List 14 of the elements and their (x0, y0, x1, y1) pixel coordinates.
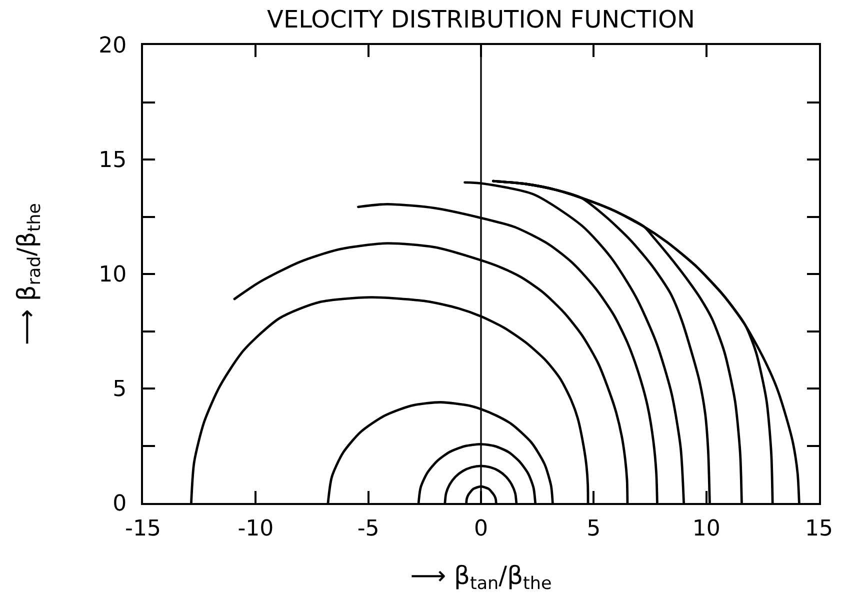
x-tick-label: 15 (805, 516, 833, 542)
y-tick-label: 5 (112, 377, 127, 402)
x-axis-title: ⟶ β$_{tan}$/β$_{the}$ (410, 560, 552, 594)
y-tick-label: 10 (98, 262, 127, 288)
x-tick-label: 5 (586, 516, 601, 542)
x-tick-label: 10 (692, 516, 720, 542)
x-tick-label: -10 (238, 516, 274, 542)
y-tick-label: 15 (98, 148, 127, 174)
chart-title: VELOCITY DISTRIBUTION FUNCTION (267, 5, 695, 34)
y-tick-label: 20 (98, 34, 127, 59)
x-tick-label: -15 (125, 516, 161, 542)
x-tick-label: -5 (357, 516, 380, 542)
y-tick-label: 0 (112, 492, 127, 517)
x-tick-label: 0 (474, 516, 488, 542)
